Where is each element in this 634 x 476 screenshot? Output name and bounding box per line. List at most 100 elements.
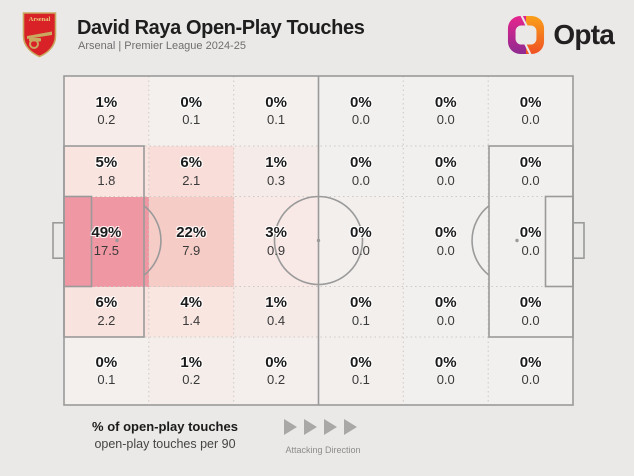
cell-percentage: 0% bbox=[434, 153, 457, 171]
cell-percentage: 6% bbox=[180, 153, 203, 171]
opta-ring-icon bbox=[508, 15, 545, 55]
cell-values: 1% 0.2 bbox=[180, 354, 202, 389]
cell-values: 0% 0.0 bbox=[435, 224, 457, 259]
cell-per90: 0.1 bbox=[97, 372, 116, 388]
pitch-cell: 49% 17.5 bbox=[64, 196, 149, 287]
legend-primary: % of open-play touches bbox=[92, 419, 238, 434]
attacking-direction-label: Attacking Direction bbox=[285, 445, 361, 455]
cell-values: 0% 0.0 bbox=[520, 154, 542, 189]
pitch-cell: 0% 0.0 bbox=[488, 286, 573, 337]
cell-per90: 0.0 bbox=[521, 172, 540, 188]
cell-values: 0% 0.0 bbox=[520, 294, 542, 329]
pitch-cell: 0% 0.1 bbox=[318, 286, 404, 337]
pitch-cell: 22% 7.9 bbox=[148, 196, 234, 287]
cell-per90: 0.1 bbox=[182, 112, 201, 128]
pitch-cell: 6% 2.2 bbox=[64, 286, 149, 337]
pitch-cell: 0% 0.0 bbox=[488, 337, 573, 405]
cell-per90: 0.1 bbox=[351, 313, 370, 328]
cell-per90: 0.1 bbox=[267, 112, 286, 128]
cell-per90: 0.2 bbox=[97, 112, 116, 128]
cell-percentage: 0% bbox=[434, 294, 457, 312]
cell-percentage: 1% bbox=[265, 294, 287, 312]
cell-percentage: 5% bbox=[95, 153, 118, 171]
cell-values: 0% 0.1 bbox=[265, 94, 287, 129]
attacking-direction: Attacking Direction bbox=[278, 418, 368, 455]
cell-values: 0% 0.0 bbox=[520, 354, 542, 389]
cell-per90: 2.1 bbox=[182, 172, 201, 188]
cell-percentage: 6% bbox=[95, 294, 118, 312]
cell-values: 0% 0.1 bbox=[180, 94, 202, 129]
header: Arsenal David Raya Open-Play Touches Ars… bbox=[0, 0, 634, 70]
cell-per90: 0.0 bbox=[351, 172, 370, 188]
cell-per90: 0.4 bbox=[267, 313, 286, 328]
pitch-cell: 0% 0.1 bbox=[233, 76, 319, 146]
cell-percentage: 0% bbox=[180, 93, 203, 111]
cell-per90: 0.9 bbox=[267, 242, 286, 258]
cell-values: 0% 0.0 bbox=[350, 94, 372, 129]
cell-values: 0% 0.0 bbox=[435, 294, 457, 329]
cell-percentage: 0% bbox=[434, 353, 457, 371]
cell-per90: 17.5 bbox=[93, 242, 120, 258]
cell-values: 0% 0.0 bbox=[435, 154, 457, 189]
cell-values: 0% 0.1 bbox=[350, 294, 372, 329]
cell-per90: 0.0 bbox=[436, 242, 455, 258]
cell-percentage: 22% bbox=[176, 224, 207, 241]
cell-percentage: 0% bbox=[519, 224, 542, 241]
pitch-cell: 0% 0.0 bbox=[488, 76, 573, 146]
cell-per90: 0.0 bbox=[521, 313, 540, 328]
cell-per90: 0.1 bbox=[351, 372, 370, 388]
cell-percentage: 1% bbox=[180, 353, 203, 371]
cell-per90: 2.2 bbox=[97, 313, 116, 328]
cell-per90: 0.0 bbox=[436, 112, 455, 128]
cell-percentage: 0% bbox=[95, 353, 118, 371]
cell-values: 0% 0.0 bbox=[435, 354, 457, 389]
page-subtitle: Arsenal | Premier League 2024-25 bbox=[78, 40, 246, 52]
cell-percentage: 0% bbox=[519, 353, 542, 371]
cell-percentage: 0% bbox=[265, 93, 287, 111]
cell-values: 0% 0.0 bbox=[520, 94, 542, 129]
opta-logo: Opta bbox=[507, 15, 615, 55]
pitch-cell: 4% 1.4 bbox=[148, 286, 234, 337]
cell-percentage: 0% bbox=[434, 224, 457, 241]
cell-values: 0% 0.0 bbox=[520, 224, 542, 259]
cell-percentage: 0% bbox=[350, 353, 372, 371]
cell-percentage: 0% bbox=[350, 294, 372, 312]
cell-values: 22% 7.9 bbox=[176, 224, 206, 259]
cell-per90: 0.0 bbox=[436, 172, 455, 188]
pitch-heatmap: 1% 0.2 0% 0.1 0% 0.1 0% 0.0 0% 0.0 0% 0.0 5% 1.8 6% 2.1… bbox=[64, 76, 573, 405]
cell-percentage: 0% bbox=[350, 93, 372, 111]
cell-values: 0% 0.1 bbox=[96, 354, 118, 389]
cell-per90: 0.0 bbox=[521, 112, 540, 128]
cell-per90: 1.8 bbox=[97, 172, 116, 188]
cell-values: 0% 0.0 bbox=[435, 94, 457, 129]
pitch-cell: 0% 0.1 bbox=[64, 337, 149, 405]
cell-values: 6% 2.2 bbox=[96, 294, 118, 329]
pitch-cell: 3% 0.9 bbox=[233, 196, 319, 287]
cell-values: 1% 0.2 bbox=[96, 94, 118, 129]
cell-values: 3% 0.9 bbox=[265, 224, 287, 259]
cell-values: 0% 0.0 bbox=[350, 154, 372, 189]
cell-values: 5% 1.8 bbox=[96, 154, 118, 189]
page-title: David Raya Open-Play Touches bbox=[77, 17, 365, 39]
cell-per90: 1.4 bbox=[182, 313, 201, 328]
pitch-cell: 0% 0.0 bbox=[403, 337, 489, 405]
cell-values: 1% 0.3 bbox=[265, 154, 287, 189]
pitch-cell: 1% 0.2 bbox=[148, 337, 234, 405]
pitch-cell: 6% 2.1 bbox=[148, 146, 234, 197]
cell-per90: 7.9 bbox=[182, 242, 201, 258]
pitch-cell: 0% 0.0 bbox=[318, 76, 404, 146]
pitch-cell: 5% 1.8 bbox=[64, 146, 149, 197]
attacking-direction-arrows-icon bbox=[284, 419, 357, 435]
cell-per90: 0.0 bbox=[436, 372, 455, 388]
cell-values: 0% 0.2 bbox=[265, 354, 287, 389]
cell-percentage: 0% bbox=[350, 224, 372, 241]
cell-per90: 0.0 bbox=[436, 313, 455, 328]
arsenal-crest-icon: Arsenal bbox=[22, 12, 57, 58]
cell-per90: 0.2 bbox=[267, 372, 286, 388]
cell-percentage: 49% bbox=[91, 224, 122, 241]
cell-per90: 0.3 bbox=[267, 172, 286, 188]
cell-percentage: 0% bbox=[434, 93, 457, 111]
pitch-cell: 1% 0.2 bbox=[64, 76, 149, 146]
pitch-cell: 1% 0.3 bbox=[233, 146, 319, 197]
pitch-cell: 0% 0.1 bbox=[148, 76, 234, 146]
